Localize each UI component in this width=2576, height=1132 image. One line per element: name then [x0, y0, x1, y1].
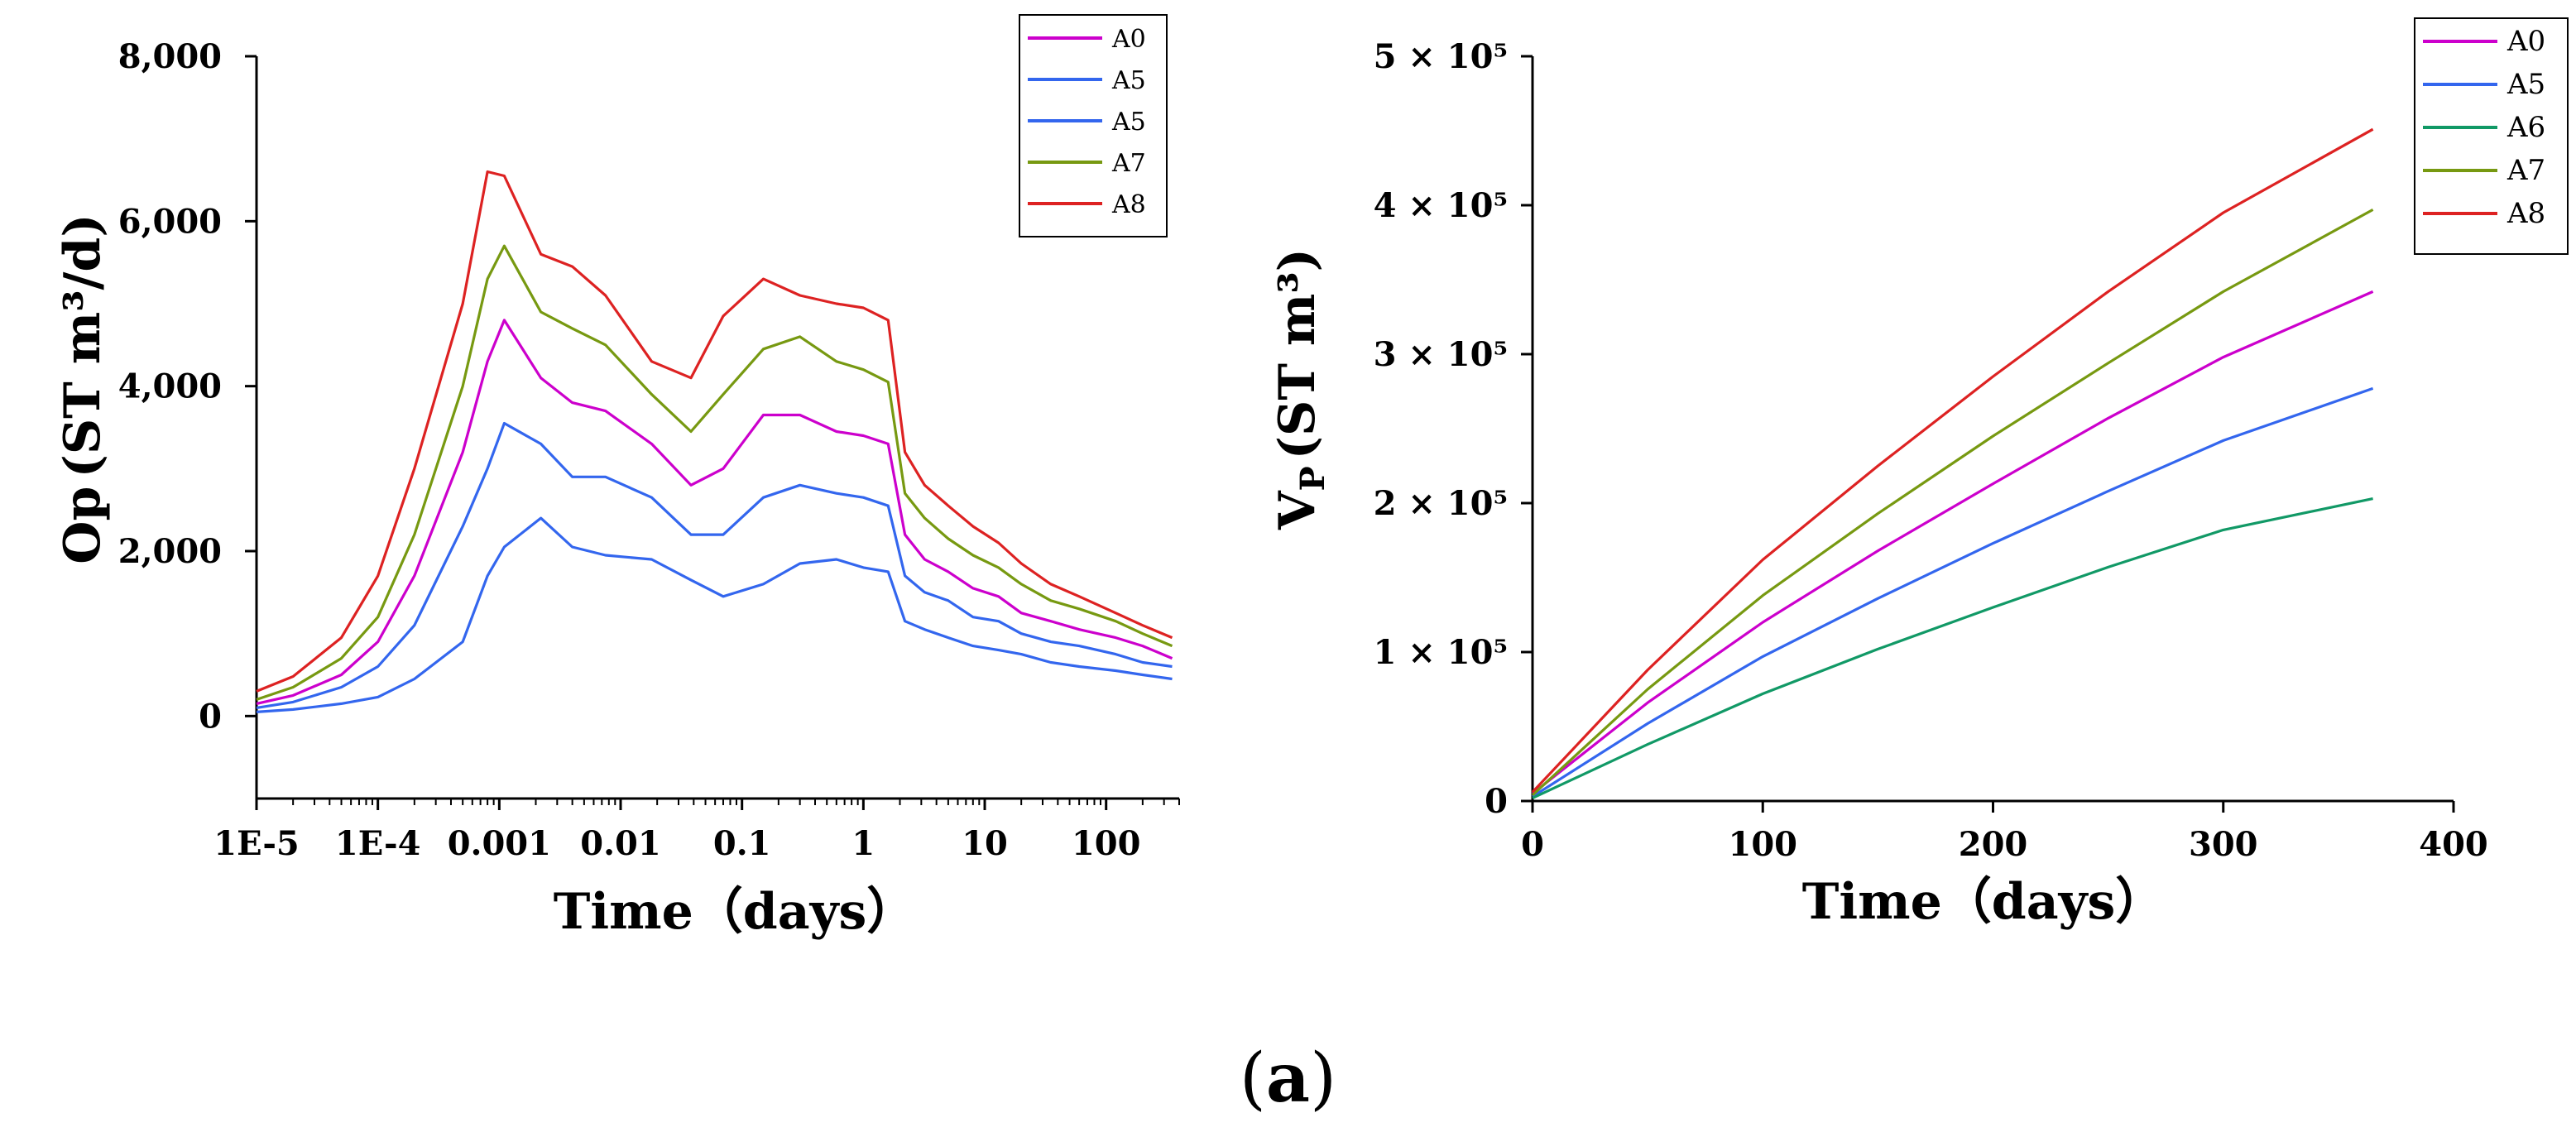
series-line-a5-2 — [256, 516, 1173, 713]
legend-label: A0 — [2506, 25, 2545, 58]
y-tick-label: 8,000 — [118, 37, 222, 76]
x-tick-label: 0.1 — [713, 824, 771, 863]
x-tick-label: 0.001 — [448, 824, 551, 863]
y-axis-label: Op (ST m³/d) — [54, 213, 112, 564]
legend-label: A5 — [2506, 68, 2545, 101]
caption-open-paren: ( — [1239, 1039, 1266, 1118]
x-tick-label: 0 — [1521, 825, 1544, 864]
x-axis-label: Time（days） — [554, 883, 917, 941]
legend-label: A0 — [1111, 25, 1146, 54]
y-axis-label-unit: (ST m³/d) — [54, 213, 112, 477]
y-axis-label-main: V — [1269, 490, 1326, 530]
chart-left-oil-production-rate: 0 2,000 4,000 6,000 8,000 1E-5 1E-4 0.001 0.01 0.… — [54, 14, 1180, 941]
x-tick-label: 200 — [1959, 825, 2028, 864]
y-tick-label: 2 × 10⁵ — [1374, 484, 1508, 523]
y-tick-label: 2,000 — [118, 532, 222, 571]
caption-close-paren: ) — [1310, 1039, 1337, 1118]
series-line-a0-0 — [1532, 290, 2374, 795]
y-tick-label: 4 × 10⁵ — [1374, 186, 1508, 225]
series-line-a6-2 — [1532, 497, 2373, 799]
y-axis-label-sub: P — [1293, 466, 1332, 491]
y-axis-label-unit: (ST m³) — [1269, 248, 1326, 459]
legend-label: A7 — [1111, 149, 1146, 178]
y-axis-label: VP (ST m³) — [1269, 248, 1332, 530]
y-tick-label: 1 × 10⁵ — [1374, 633, 1508, 672]
y-tick-label: 3 × 10⁵ — [1374, 335, 1508, 374]
x-tick-label: 0.01 — [580, 824, 660, 863]
y-tick-label: 6,000 — [118, 202, 222, 241]
x-tick-label: 1E-5 — [213, 824, 300, 863]
caption-letter: a — [1265, 1038, 1311, 1118]
series-line-a5-1 — [1532, 386, 2374, 798]
series-line-a5-1 — [256, 421, 1173, 709]
x-axis-label: Time（days） — [1802, 873, 2166, 931]
series-line-a8-4 — [1531, 127, 2374, 794]
y-tick-label: 5 × 10⁵ — [1374, 37, 1508, 76]
legend-box — [1019, 14, 1168, 237]
chart-right-cumulative-production: 0 1 × 10⁵ 2 × 10⁵ 3 × 10⁵ 4 × 10⁵ 5 × 10⁵ 0 100… — [1269, 17, 2569, 931]
series-line-a8-4 — [256, 170, 1173, 693]
y-tick-label: 0 — [199, 697, 222, 736]
legend-label: A7 — [2506, 154, 2545, 187]
legend-label: A5 — [1111, 108, 1146, 137]
series-line-a7-3 — [256, 244, 1173, 701]
legend-label: A6 — [2506, 111, 2545, 144]
series-line-a0-0 — [256, 319, 1173, 705]
legend-label: A8 — [1111, 190, 1146, 219]
series-line-a7-3 — [1531, 208, 2374, 796]
x-tick-label: 1 — [851, 824, 875, 863]
y-tick-label: 0 — [1485, 782, 1508, 821]
x-tick-label: 300 — [2189, 825, 2258, 864]
x-tick-label: 400 — [2419, 825, 2488, 864]
legend-label: A5 — [1111, 66, 1146, 95]
figure-caption: (a) — [0, 1038, 2576, 1118]
x-tick-label: 1E-4 — [335, 824, 421, 863]
x-tick-label: 10 — [962, 824, 1008, 863]
y-axis-label-main: Op — [54, 487, 112, 564]
x-tick-label: 100 — [1072, 824, 1141, 863]
legend-label: A8 — [2506, 197, 2545, 230]
y-tick-label: 4,000 — [118, 367, 222, 406]
x-tick-label: 100 — [1729, 825, 1798, 864]
